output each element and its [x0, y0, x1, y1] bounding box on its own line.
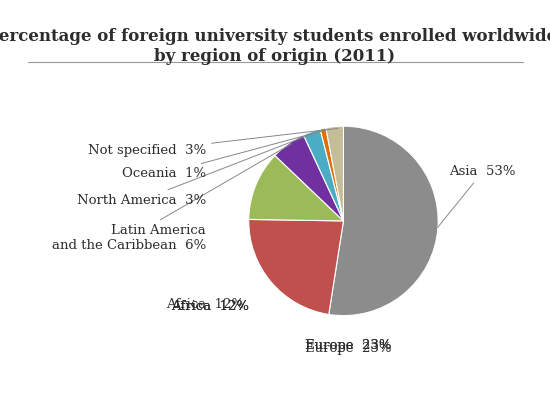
Text: Oceania  1%: Oceania 1%: [122, 130, 326, 180]
Text: Not specified  3%: Not specified 3%: [88, 128, 338, 157]
Text: Africa  12%: Africa 12%: [170, 300, 249, 313]
Text: Africa  12%: Africa 12%: [166, 298, 244, 311]
Text: Europe  23%: Europe 23%: [305, 340, 392, 352]
Wedge shape: [249, 156, 343, 221]
Wedge shape: [249, 220, 343, 314]
Text: Percentage of foreign university students enrolled worldwide,
by region of origi: Percentage of foreign university student…: [0, 28, 550, 65]
Wedge shape: [326, 126, 343, 221]
Wedge shape: [275, 135, 343, 221]
Wedge shape: [320, 128, 343, 221]
Text: Europe  23%: Europe 23%: [305, 342, 392, 355]
Text: Europe  23%: Europe 23%: [305, 340, 392, 352]
Text: Latin America
and the Caribbean  6%: Latin America and the Caribbean 6%: [52, 144, 292, 252]
Wedge shape: [329, 126, 438, 316]
Text: Asia  53%: Asia 53%: [438, 165, 516, 228]
Wedge shape: [304, 129, 343, 221]
Text: North America  3%: North America 3%: [77, 133, 315, 206]
Text: Africa  12%: Africa 12%: [170, 300, 249, 313]
